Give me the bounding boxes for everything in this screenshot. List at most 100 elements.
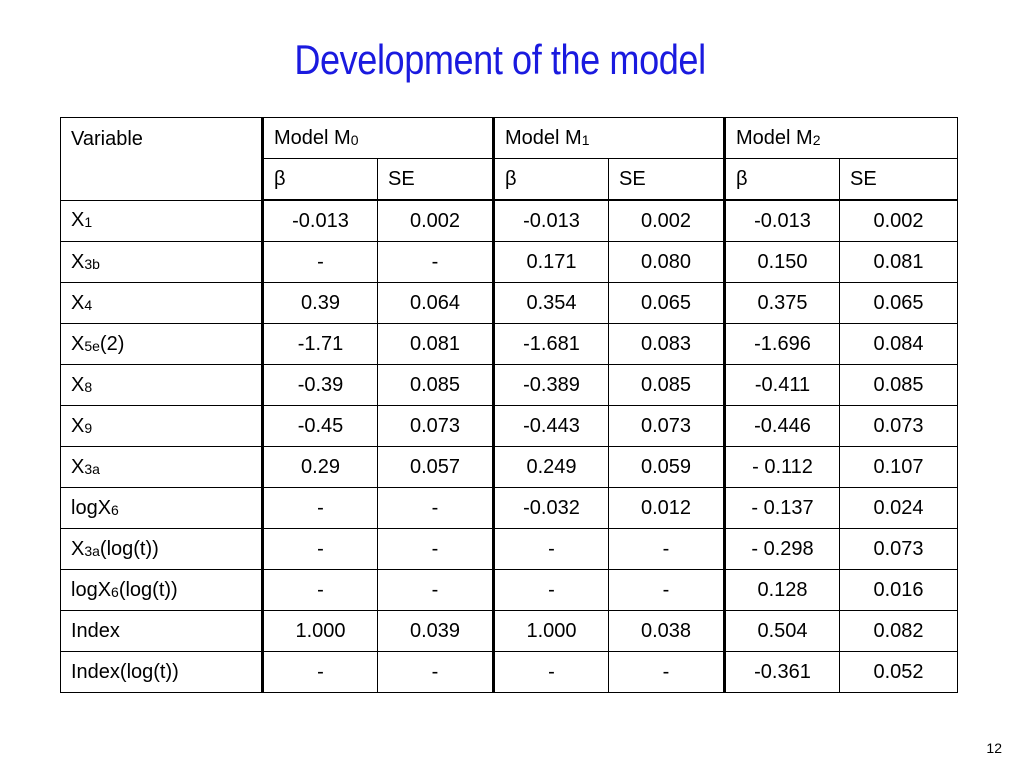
se-cell: - bbox=[377, 487, 494, 529]
se-cell: - bbox=[377, 528, 494, 570]
se-cell: 0.038 bbox=[608, 610, 725, 652]
se-cell: 0.065 bbox=[608, 282, 725, 324]
se-cell: 0.059 bbox=[608, 446, 725, 488]
beta-cell: - bbox=[261, 651, 378, 693]
variable-cell: X1 bbox=[60, 199, 263, 242]
variable-cell: X8 bbox=[60, 364, 263, 406]
se-cell: 0.065 bbox=[839, 282, 958, 324]
table-row: X4 0.39 0.064 0.354 0.065 0.375 0.065 bbox=[60, 282, 958, 324]
variable-subscript: 5e bbox=[84, 337, 100, 354]
variable-suffix: (log(t)) bbox=[99, 537, 159, 560]
variable-cell: X9 bbox=[60, 405, 263, 447]
variable-cell: logX6 bbox=[60, 487, 263, 529]
variable-name: X bbox=[71, 455, 85, 478]
se-cell: 0.039 bbox=[377, 610, 494, 652]
se-cell: 0.052 bbox=[839, 651, 958, 693]
header-beta-m1: β bbox=[492, 158, 609, 201]
beta-cell: -1.681 bbox=[492, 323, 609, 365]
variable-name: Index(log(t)) bbox=[71, 660, 179, 683]
beta-cell: - 0.298 bbox=[723, 528, 840, 570]
beta-cell: - bbox=[261, 528, 378, 570]
beta-cell: - bbox=[261, 241, 378, 283]
beta-cell: 0.249 bbox=[492, 446, 609, 488]
table-row: Index 1.000 0.039 1.000 0.038 0.504 0.082 bbox=[60, 610, 958, 652]
se-cell: 0.012 bbox=[608, 487, 725, 529]
variable-subscript: 4 bbox=[84, 296, 93, 313]
model-subscript: 2 bbox=[812, 131, 821, 148]
table-row: X3a(log(t)) - - - - - 0.298 0.073 bbox=[60, 528, 958, 570]
beta-cell: -0.45 bbox=[261, 405, 378, 447]
se-cell: 0.085 bbox=[608, 364, 725, 406]
beta-cell: -0.013 bbox=[261, 199, 378, 242]
model-label: Model M bbox=[274, 126, 351, 149]
se-cell: 0.064 bbox=[377, 282, 494, 324]
beta-cell: -0.411 bbox=[723, 364, 840, 406]
beta-cell: 0.39 bbox=[261, 282, 378, 324]
beta-cell: -0.389 bbox=[492, 364, 609, 406]
se-cell: - bbox=[377, 651, 494, 693]
header-beta-m2: β bbox=[723, 158, 840, 201]
se-cell: 0.083 bbox=[608, 323, 725, 365]
se-cell: 0.016 bbox=[839, 569, 958, 611]
se-cell: 0.085 bbox=[839, 364, 958, 406]
model-coefficients-table: Variable Model M0 Model M1 Model M2 β SE… bbox=[60, 117, 958, 693]
se-cell: 0.002 bbox=[377, 199, 494, 242]
se-cell: - bbox=[377, 241, 494, 283]
variable-subscript: 3b bbox=[84, 255, 100, 272]
page-number: 12 bbox=[986, 740, 1002, 756]
header-beta-m0: β bbox=[261, 158, 378, 201]
beta-cell: -0.013 bbox=[723, 199, 840, 242]
variable-subscript: 1 bbox=[84, 214, 93, 231]
se-cell: 0.024 bbox=[839, 487, 958, 529]
variable-cell: Index bbox=[60, 610, 263, 652]
header-model-m0: Model M0 bbox=[261, 117, 494, 159]
se-cell: 0.085 bbox=[377, 364, 494, 406]
beta-cell: 0.171 bbox=[492, 241, 609, 283]
se-cell: 0.073 bbox=[608, 405, 725, 447]
variable-name: logX bbox=[71, 496, 112, 519]
header-model-m2: Model M2 bbox=[723, 117, 958, 159]
table-row: logX6(log(t)) - - - -0.128 0.016 bbox=[60, 569, 958, 611]
variable-name: X bbox=[71, 291, 85, 314]
variable-subscript: 6 bbox=[111, 583, 119, 600]
beta-cell: 1.000 bbox=[492, 610, 609, 652]
se-cell: - bbox=[608, 651, 725, 693]
se-cell: 0.073 bbox=[377, 405, 494, 447]
se-cell: 0.002 bbox=[839, 199, 958, 242]
beta-cell: 0.128 bbox=[723, 569, 840, 611]
model-subscript: 0 bbox=[350, 131, 359, 148]
header-row-models: Variable Model M0 Model M1 Model M2 bbox=[60, 117, 958, 201]
table-row: X3a 0.29 0.057 0.249 0.059- 0.112 0.107 bbox=[60, 446, 958, 488]
variable-name: Index bbox=[71, 619, 120, 642]
variable-subscript: 3a bbox=[84, 460, 100, 477]
variable-name: X bbox=[71, 414, 85, 437]
beta-cell: 1.000 bbox=[261, 610, 378, 652]
variable-cell: X5e(2) bbox=[60, 323, 263, 365]
beta-cell: 0.150 bbox=[723, 241, 840, 283]
variable-name: X bbox=[71, 332, 85, 355]
se-cell: - bbox=[608, 569, 725, 611]
se-cell: - bbox=[608, 528, 725, 570]
se-cell: 0.081 bbox=[377, 323, 494, 365]
variable-cell: Index(log(t)) bbox=[60, 651, 263, 693]
variable-cell: logX6(log(t)) bbox=[60, 569, 263, 611]
variable-cell: X4 bbox=[60, 282, 263, 324]
model-label: Model M bbox=[736, 126, 813, 149]
beta-cell: 0.354 bbox=[492, 282, 609, 324]
variable-suffix: (2) bbox=[99, 332, 125, 355]
model-subscript: 1 bbox=[581, 131, 590, 148]
beta-cell: 0.29 bbox=[261, 446, 378, 488]
beta-cell: - 0.112 bbox=[723, 446, 840, 488]
variable-cell: X3b bbox=[60, 241, 263, 283]
beta-cell: - bbox=[492, 569, 609, 611]
se-cell: 0.002 bbox=[608, 199, 725, 242]
header-se-m2: SE bbox=[839, 158, 958, 201]
beta-cell: -0.032 bbox=[492, 487, 609, 529]
se-cell: 0.073 bbox=[839, 405, 958, 447]
beta-cell: -0.013 bbox=[492, 199, 609, 242]
header-model-m1: Model M1 bbox=[492, 117, 725, 159]
table-body: Variable Model M0 Model M1 Model M2 β SE… bbox=[60, 117, 958, 693]
variable-cell: X3a bbox=[60, 446, 263, 488]
variable-subscript: 3a bbox=[84, 542, 100, 559]
beta-cell: 0.504 bbox=[723, 610, 840, 652]
